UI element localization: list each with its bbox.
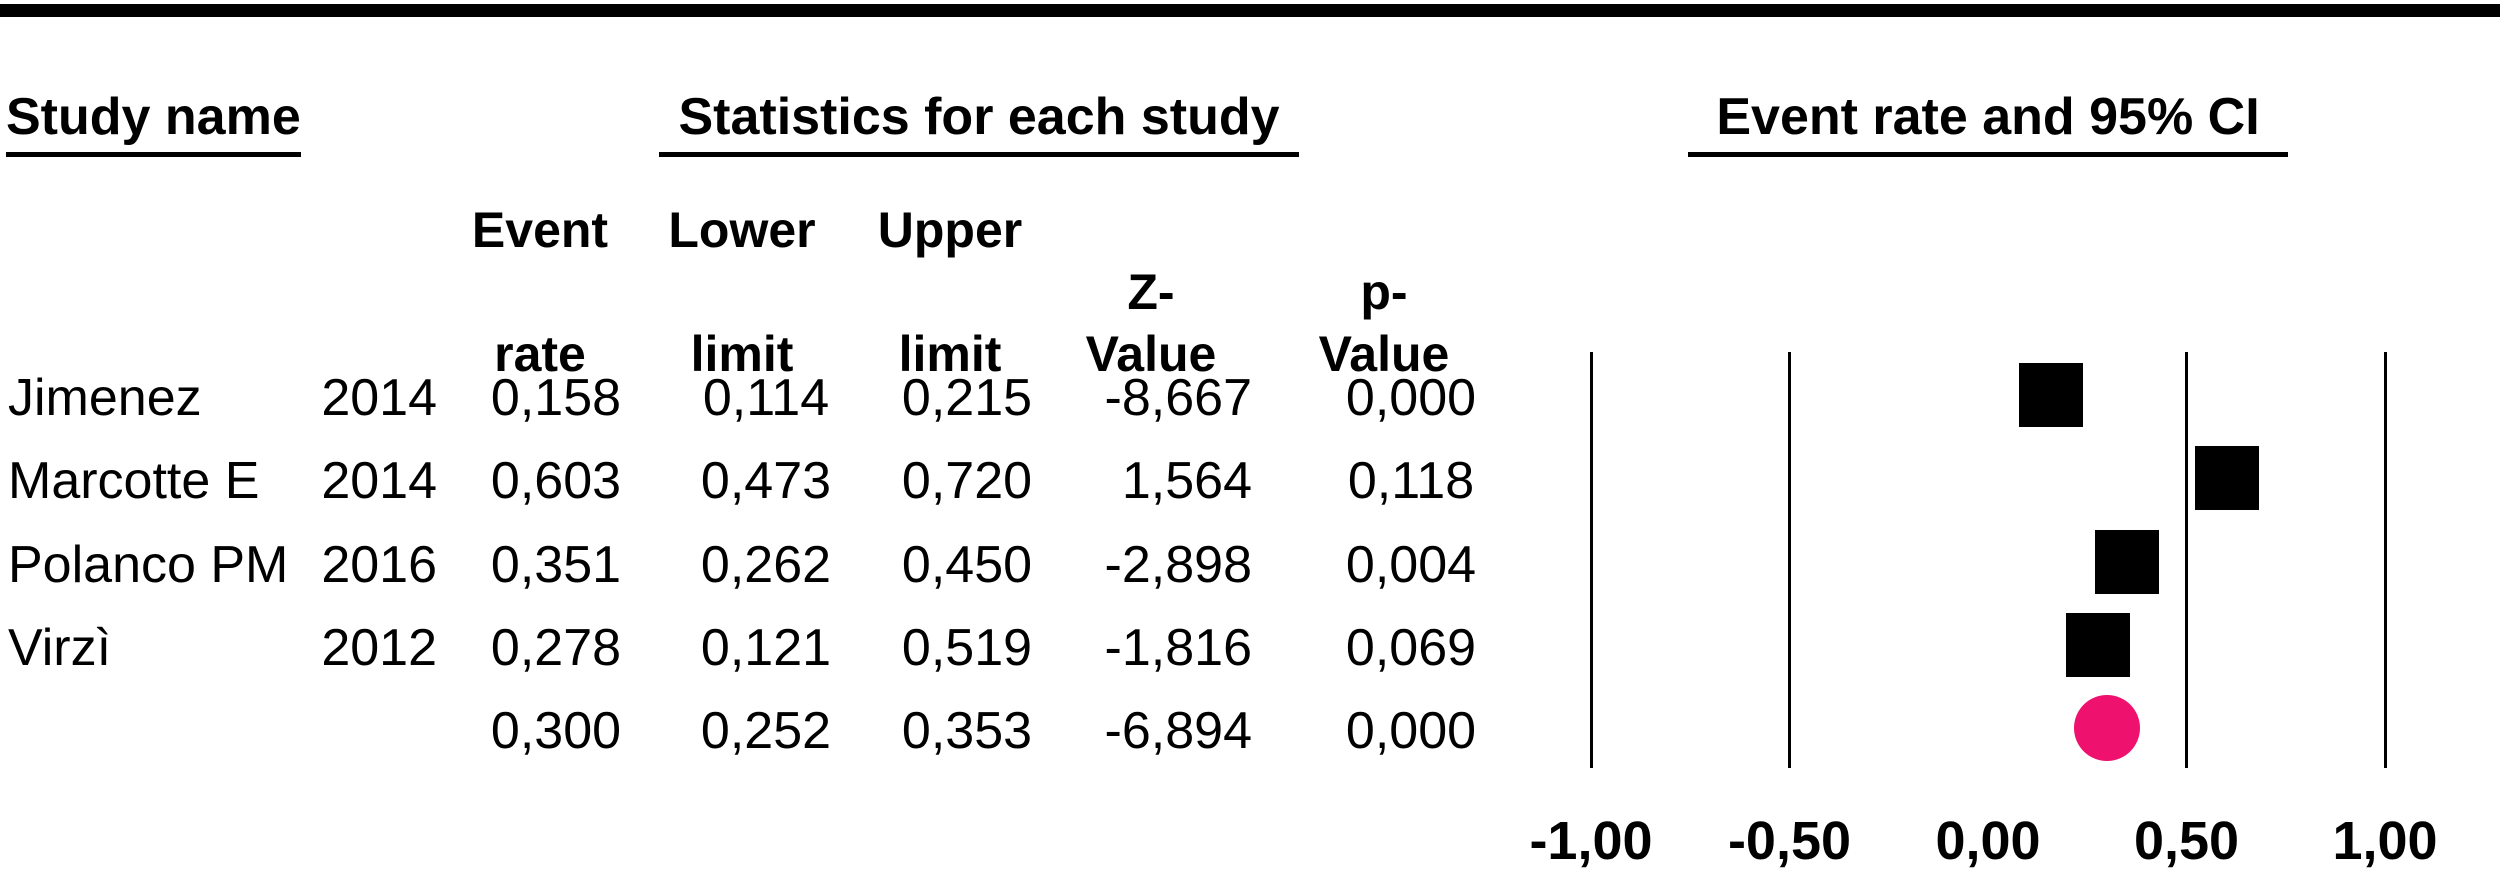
table-row: Virzì 2012 0,278 0,121 0,519 -1,816 0,069 [0,617,1500,679]
gridline [1788,352,1791,768]
table-row: Jimenez 2014 0,158 0,114 0,215 -8,667 0,000 [0,367,1500,429]
gridline [1589,352,1593,768]
cell-lower-limit: 0,262 [700,536,832,594]
plot-title: Event rate and 95% CI [1688,91,2288,157]
cell-lower-limit: 0,121 [700,619,832,677]
cell-event-rate: 0,300 [490,702,622,760]
column-header-z-value: Z-Value [1085,264,1217,382]
table-row: Marcotte E 2014 0,603 0,473 0,720 1,564 0,118 [0,450,1500,512]
top-rule [0,4,2500,17]
axis-tick-label: -1,00 [1529,811,1653,871]
cell-event-rate: 0,603 [490,452,622,510]
summary-row: 0,300 0,252 0,353 -6,894 0,000 [0,700,1500,762]
cell-upper-limit: 0,353 [901,702,1033,760]
cell-name: Polanco PM [8,536,289,594]
cell-year: 2016 [321,536,437,594]
column-header-upper-limit: Upper limit [864,199,1036,385]
cell-lower-limit: 0,252 [700,702,832,760]
cell-p-value: 0,069 [1345,619,1477,677]
cell-z-value: -8,667 [1104,369,1252,427]
cell-upper-limit: 0,720 [901,452,1033,510]
cell-z-value: -2,898 [1104,536,1252,594]
column-header-line: Lower [668,202,816,258]
cell-year: 2012 [321,619,437,677]
cell-z-value: -1,816 [1104,619,1252,677]
study-marker [2018,363,2083,427]
cell-event-rate: 0,158 [490,369,622,427]
cell-event-rate: 0,278 [490,619,622,677]
cell-p-value: 0,004 [1345,536,1477,594]
column-header-line: limit [898,326,1002,382]
cell-name: Virzì [8,619,112,677]
study-name-title: Study name [6,91,301,157]
cell-upper-limit: 0,215 [901,369,1033,427]
cell-z-value: -6,894 [1104,702,1252,760]
cell-event-rate: 0,351 [490,536,622,594]
cell-year: 2014 [321,369,437,427]
axis-tick-label: -0,50 [1727,811,1852,871]
axis-tick-label: 1,00 [2332,811,2438,871]
cell-lower-limit: 0,473 [700,452,832,510]
statistics-title: Statistics for each study [659,91,1299,157]
cell-name: Jimenez [8,369,202,427]
column-header-line: Upper [877,202,1023,258]
column-header-line: Event [471,202,609,258]
column-header-lower-limit: Lower limit [656,199,828,385]
cell-p-value: 0,000 [1345,702,1477,760]
cell-p-value: 0,000 [1345,369,1477,427]
cell-p-value: 0,118 [1347,452,1475,510]
cell-year: 2014 [321,452,437,510]
study-marker [2195,446,2260,510]
cell-upper-limit: 0,450 [901,536,1033,594]
column-header-p-value: p-Value [1318,264,1450,382]
table-row: Polanco PM 2016 0,351 0,262 0,450 -2,898 0,004 [0,534,1500,596]
cell-name [8,700,288,762]
cell-z-value: 1,564 [1121,452,1252,510]
study-marker [2066,613,2131,677]
gridline [2383,352,2387,768]
cell-lower-limit: 0,114 [702,369,830,427]
axis-tick-label: 0,00 [1935,811,2041,871]
cell-upper-limit: 0,519 [901,619,1033,677]
column-header-line: limit [690,326,794,382]
cell-name: Marcotte E [8,452,260,510]
column-header-line: rate [494,326,586,382]
gridline [2185,352,2188,768]
axis-tick-label: 0,50 [2133,811,2240,871]
study-marker [2095,530,2160,594]
column-header-event-rate: Event rate [454,199,626,385]
summary-marker [2074,695,2141,761]
cell-year [262,700,437,762]
